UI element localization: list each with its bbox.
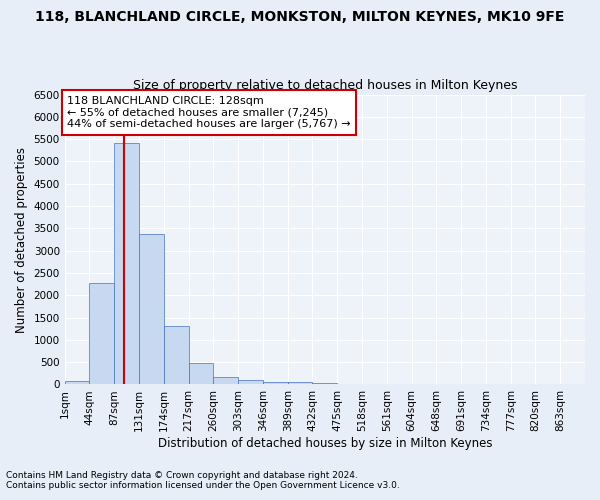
Bar: [65, 381, 89, 384]
Bar: [164, 326, 188, 384]
Text: 118 BLANCHLAND CIRCLE: 128sqm
← 55% of detached houses are smaller (7,245)
44% o: 118 BLANCHLAND CIRCLE: 128sqm ← 55% of d…: [67, 96, 351, 129]
Bar: [263, 382, 287, 384]
Bar: [214, 378, 238, 384]
Bar: [114, 142, 139, 384]
Bar: [238, 380, 263, 384]
Text: 118, BLANCHLAND CIRCLE, MONKSTON, MILTON KEYNES, MK10 9FE: 118, BLANCHLAND CIRCLE, MONKSTON, MILTON…: [35, 10, 565, 24]
Bar: [139, 234, 164, 384]
Y-axis label: Number of detached properties: Number of detached properties: [15, 146, 28, 332]
Text: Contains HM Land Registry data © Crown copyright and database right 2024.
Contai: Contains HM Land Registry data © Crown c…: [6, 470, 400, 490]
Bar: [89, 283, 114, 384]
Title: Size of property relative to detached houses in Milton Keynes: Size of property relative to detached ho…: [133, 79, 517, 92]
Bar: [313, 383, 337, 384]
Bar: [188, 363, 214, 384]
Bar: [287, 382, 313, 384]
X-axis label: Distribution of detached houses by size in Milton Keynes: Distribution of detached houses by size …: [158, 437, 492, 450]
